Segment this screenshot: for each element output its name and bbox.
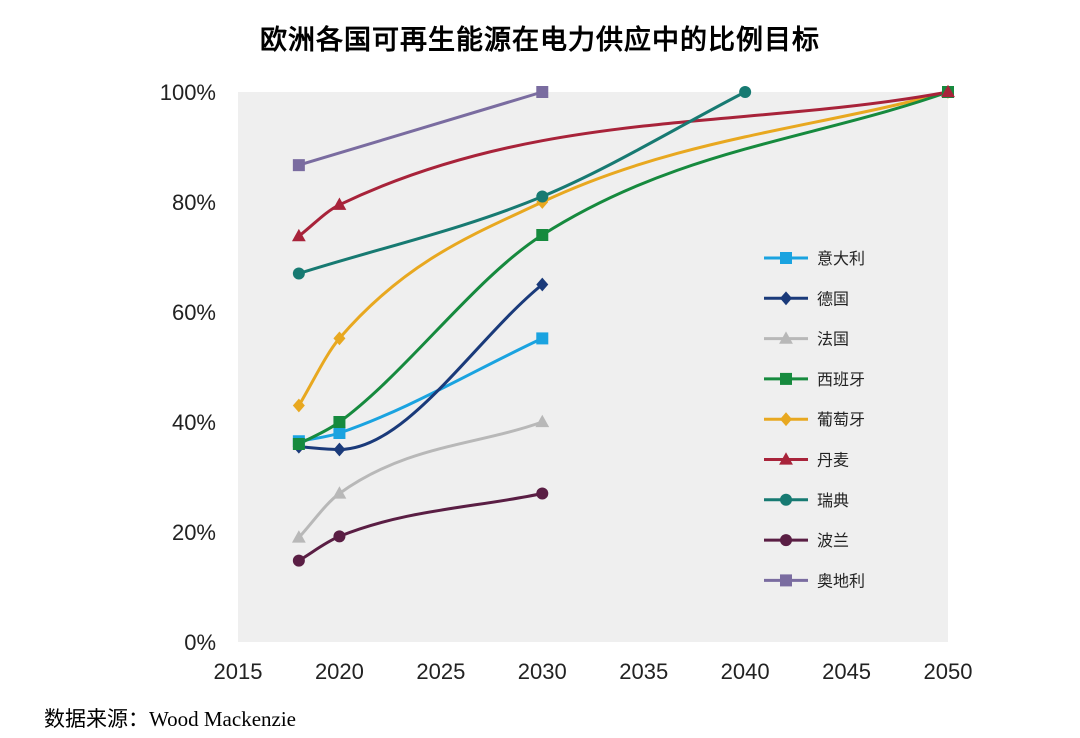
y-axis: 0% 20% 40% 60% 80% 100% <box>160 80 216 655</box>
data-point <box>536 277 549 292</box>
data-point <box>291 228 306 242</box>
data-point <box>333 331 346 346</box>
series-line <box>297 420 544 539</box>
data-point <box>292 438 305 450</box>
data-point <box>332 197 347 210</box>
legend-swatch-marker <box>779 452 793 465</box>
data-point <box>536 86 549 98</box>
series-line <box>297 336 544 443</box>
legend-label: 葡萄牙 <box>817 410 865 429</box>
legend-swatch-marker <box>780 493 792 506</box>
legend-swatch-marker <box>780 574 792 587</box>
series-markers <box>291 84 955 567</box>
data-point <box>333 427 346 439</box>
legend-label: 丹麦 <box>817 451 849 470</box>
series-line <box>297 492 544 563</box>
chart-title: 欧洲各国可再生能源在电力供应中的比例目标 <box>260 25 820 56</box>
y-tick-label: 60% <box>172 300 216 325</box>
legend-label: 奥地利 <box>817 571 865 590</box>
series-line <box>297 283 544 452</box>
x-tick-label: 2025 <box>416 659 465 684</box>
data-point <box>332 486 347 499</box>
data-point <box>941 84 955 98</box>
series-line <box>297 90 950 238</box>
y-tick-label: 40% <box>172 410 216 435</box>
source-note: 数据来源：Wood Mackenzie <box>44 707 296 731</box>
data-point <box>292 267 305 280</box>
data-point <box>536 190 549 203</box>
x-tick-label: 2015 <box>214 659 263 684</box>
legend-swatch-marker <box>780 534 792 547</box>
legend-label: 波兰 <box>817 531 849 550</box>
data-point <box>292 554 305 567</box>
data-point <box>333 530 346 543</box>
plot-background <box>238 92 948 642</box>
y-tick-label: 20% <box>172 520 216 545</box>
y-tick-label: 100% <box>160 80 216 105</box>
x-tick-label: 2030 <box>518 659 567 684</box>
legend-swatch-marker <box>780 372 792 385</box>
legend-swatch-marker <box>780 412 792 427</box>
x-tick-label: 2020 <box>315 659 364 684</box>
x-tick-label: 2035 <box>619 659 668 684</box>
x-tick-label: 2050 <box>924 659 973 684</box>
series-line <box>297 90 950 407</box>
y-tick-label: 80% <box>172 190 216 215</box>
data-point <box>535 414 550 428</box>
data-point <box>333 416 346 428</box>
x-tick-label: 2045 <box>822 659 871 684</box>
legend-label: 意大利 <box>817 249 865 268</box>
legend-swatch-marker <box>780 252 792 264</box>
legend-label: 法国 <box>817 330 849 349</box>
legend-swatch-marker <box>779 331 793 344</box>
y-tick-label: 0% <box>184 630 216 655</box>
data-point <box>739 86 752 98</box>
data-point <box>333 442 346 457</box>
legend-swatch-marker <box>780 291 792 306</box>
x-tick-label: 2040 <box>721 659 770 684</box>
data-point <box>536 229 549 241</box>
legend-label: 西班牙 <box>817 370 865 389</box>
data-point <box>291 530 306 543</box>
series-line <box>297 90 544 167</box>
x-axis: 2015 2020 2025 2030 2035 2040 2045 2050 <box>214 659 973 684</box>
data-point <box>292 398 305 413</box>
data-point <box>536 487 549 500</box>
legend-label: 瑞典 <box>817 491 849 510</box>
legend-label: 德国 <box>817 289 849 308</box>
data-point <box>536 332 549 345</box>
data-point <box>292 159 305 172</box>
